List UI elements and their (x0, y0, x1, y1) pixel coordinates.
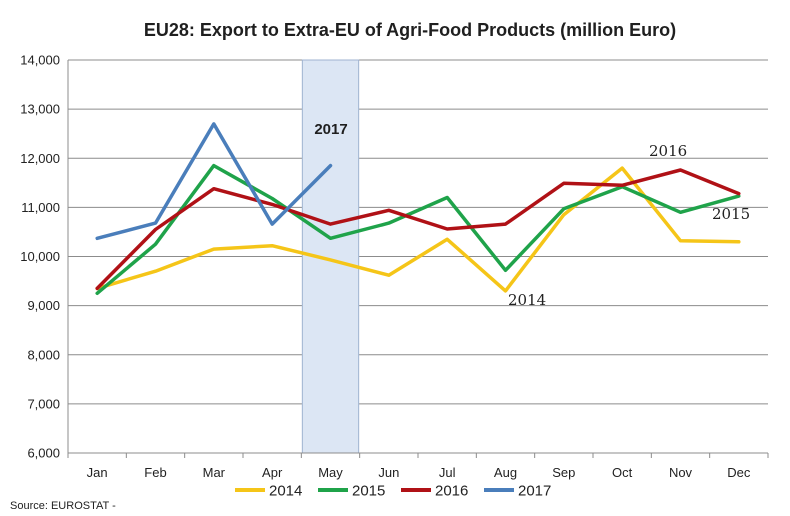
highlight-label: 2017 (314, 121, 347, 138)
series-lines (95, 122, 741, 296)
y-tick-label: 9,000 (27, 298, 60, 313)
x-tick-label: Jan (87, 465, 108, 480)
annotation-2014: 2014 (508, 291, 546, 309)
series-line-2014 (95, 166, 741, 293)
x-tick-label: Aug (494, 465, 517, 480)
legend-label-2016: 2016 (435, 483, 468, 500)
series-line-2017 (95, 122, 333, 241)
legend-label-2017: 2017 (518, 483, 551, 500)
annotation-2016: 2016 (649, 142, 687, 160)
y-tick-label: 8,000 (27, 347, 60, 362)
source-note: Source: EUROSTAT - (10, 500, 116, 512)
y-tick-label: 6,000 (27, 446, 60, 461)
x-tick-label: Oct (612, 465, 633, 480)
x-tick-label: Jul (439, 465, 456, 480)
y-tick-label: 12,000 (20, 151, 60, 166)
x-tick-label: Feb (144, 465, 166, 480)
legend: 2014 2015 2016 2017 (235, 483, 551, 500)
y-tick-labels: 6,000 7,000 8,000 9,000 10,000 11,000 12,000 13… (20, 53, 60, 461)
y-tick-label: 14,000 (20, 53, 60, 68)
series-line-2016 (95, 168, 741, 291)
y-tick-label: 7,000 (27, 396, 60, 411)
series-line-2015 (95, 163, 741, 296)
chart-title: EU28: Export to Extra-EU of Agri-Food Pr… (144, 20, 676, 40)
x-tick-label: Apr (262, 465, 283, 480)
legend-label-2014: 2014 (269, 483, 302, 500)
x-tick-label: Mar (203, 465, 226, 480)
gridlines (68, 59, 768, 405)
annotation-2015: 2015 (712, 205, 750, 223)
legend-label-2015: 2015 (352, 483, 385, 500)
x-tick-label: Dec (727, 465, 751, 480)
x-tick-label: May (318, 465, 343, 480)
y-tick-label: 10,000 (20, 249, 60, 264)
y-tick-label: 11,000 (21, 200, 60, 215)
y-tick-label: 13,000 (20, 102, 60, 117)
x-tick-labels: Jan Feb Mar Apr May Jun Jul Aug Sep Oct Nov Dec (67, 453, 769, 480)
x-tick-label: Jun (378, 465, 399, 480)
x-tick-label: Nov (669, 465, 693, 480)
x-tick-label: Sep (552, 465, 575, 480)
